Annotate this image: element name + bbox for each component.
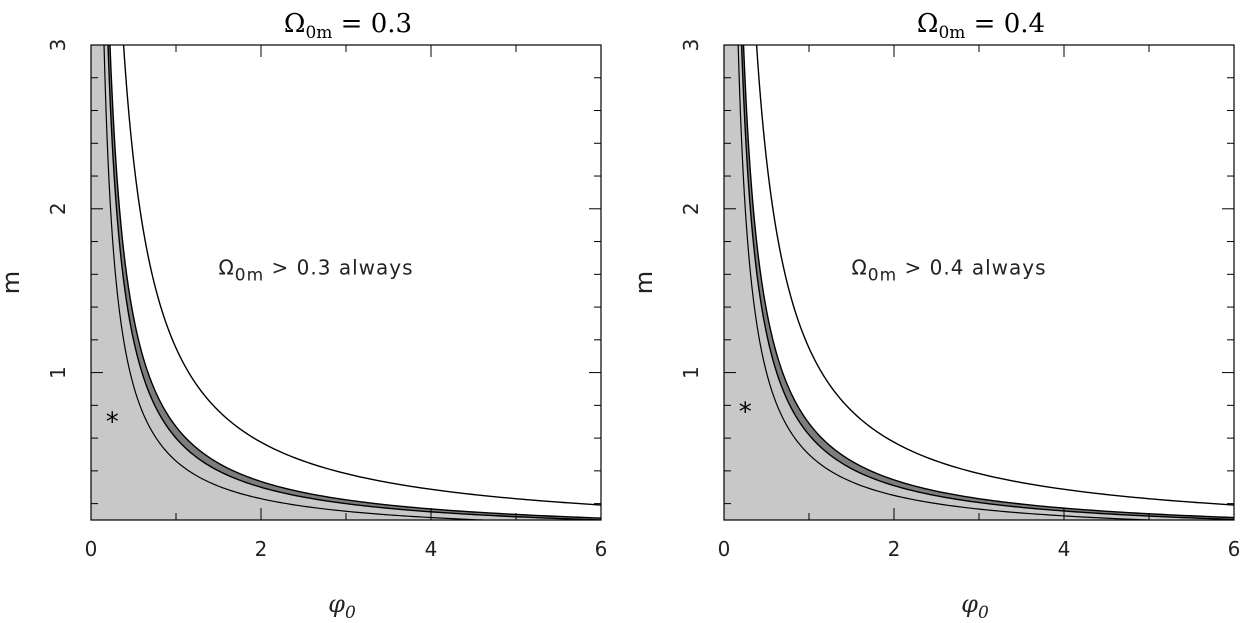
y-axis-label: m xyxy=(0,271,25,294)
y-axis-label: m xyxy=(630,271,658,294)
chart-title: Ω0m = 0.3 xyxy=(284,9,412,43)
axis-ticks xyxy=(90,44,602,520)
outer-contour-line xyxy=(122,45,601,506)
best-fit-marker: * xyxy=(739,398,752,428)
x-tick-label: 2 xyxy=(255,537,268,561)
x-tick-label: 6 xyxy=(595,537,608,561)
plot-area xyxy=(724,45,1234,520)
excluded-region-fill xyxy=(724,45,1234,520)
x-axis-label: φ0 xyxy=(328,590,356,623)
x-tick-label: 6 xyxy=(1228,537,1241,561)
x-tick-label: 0 xyxy=(85,537,98,561)
outer-contour-line xyxy=(755,45,1234,506)
region-annotation: Ω0m > 0.3 always xyxy=(219,255,414,285)
chart-title: Ω0m = 0.4 xyxy=(917,9,1045,43)
axis-ticks xyxy=(723,44,1235,520)
region-annotation: Ω0m > 0.4 always xyxy=(852,255,1047,285)
x-tick-label: 2 xyxy=(888,537,901,561)
plot-area xyxy=(91,45,601,520)
y-tick-label: 3 xyxy=(679,39,703,52)
inner-contour-line xyxy=(737,45,1166,520)
band-lower-line xyxy=(740,45,1234,520)
chart-panel-2: 0 2 4 6 1 2 3 Ω0m = 0.4 φ0 m Ω0m > 0.4 always * xyxy=(630,9,1240,623)
band-upper-line xyxy=(109,45,601,519)
y-tick-label: 2 xyxy=(46,202,70,215)
y-tick-label: 2 xyxy=(679,202,703,215)
band-upper-line xyxy=(742,45,1234,519)
x-axis-label: φ0 xyxy=(961,590,989,623)
x-tick-label: 0 xyxy=(718,537,731,561)
x-tick-label: 4 xyxy=(1058,537,1071,561)
y-tick-label: 3 xyxy=(46,39,70,52)
x-tick-label: 4 xyxy=(425,537,438,561)
chart-panel-1: 0 2 4 6 1 2 3 Ω0m = 0.3 φ0 m Ω0m > 0.3 always * xyxy=(0,9,607,623)
y-tick-label: 1 xyxy=(46,366,70,379)
excluded-region-fill xyxy=(91,45,601,520)
band-lower-line xyxy=(107,45,601,520)
best-fit-marker: * xyxy=(106,407,119,437)
y-tick-label: 1 xyxy=(679,366,703,379)
